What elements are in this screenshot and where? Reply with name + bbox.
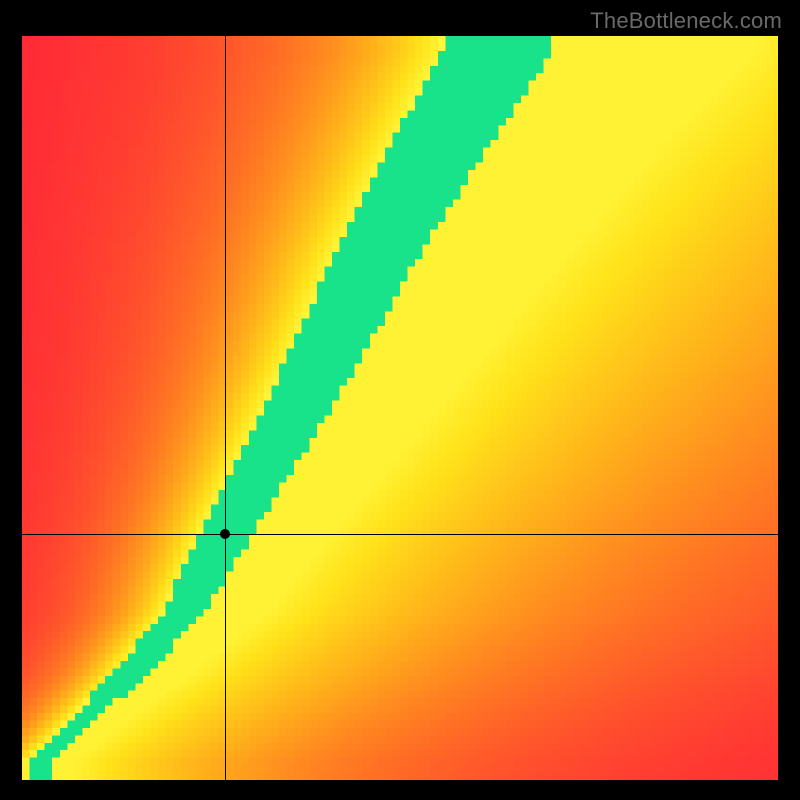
crosshair-vertical-line [225,36,226,780]
crosshair-horizontal-line [22,534,778,535]
watermark-text: TheBottleneck.com [590,8,782,34]
crosshair-marker-dot [220,529,230,539]
bottleneck-heatmap [22,36,778,780]
heatmap-plot-area [22,36,778,780]
